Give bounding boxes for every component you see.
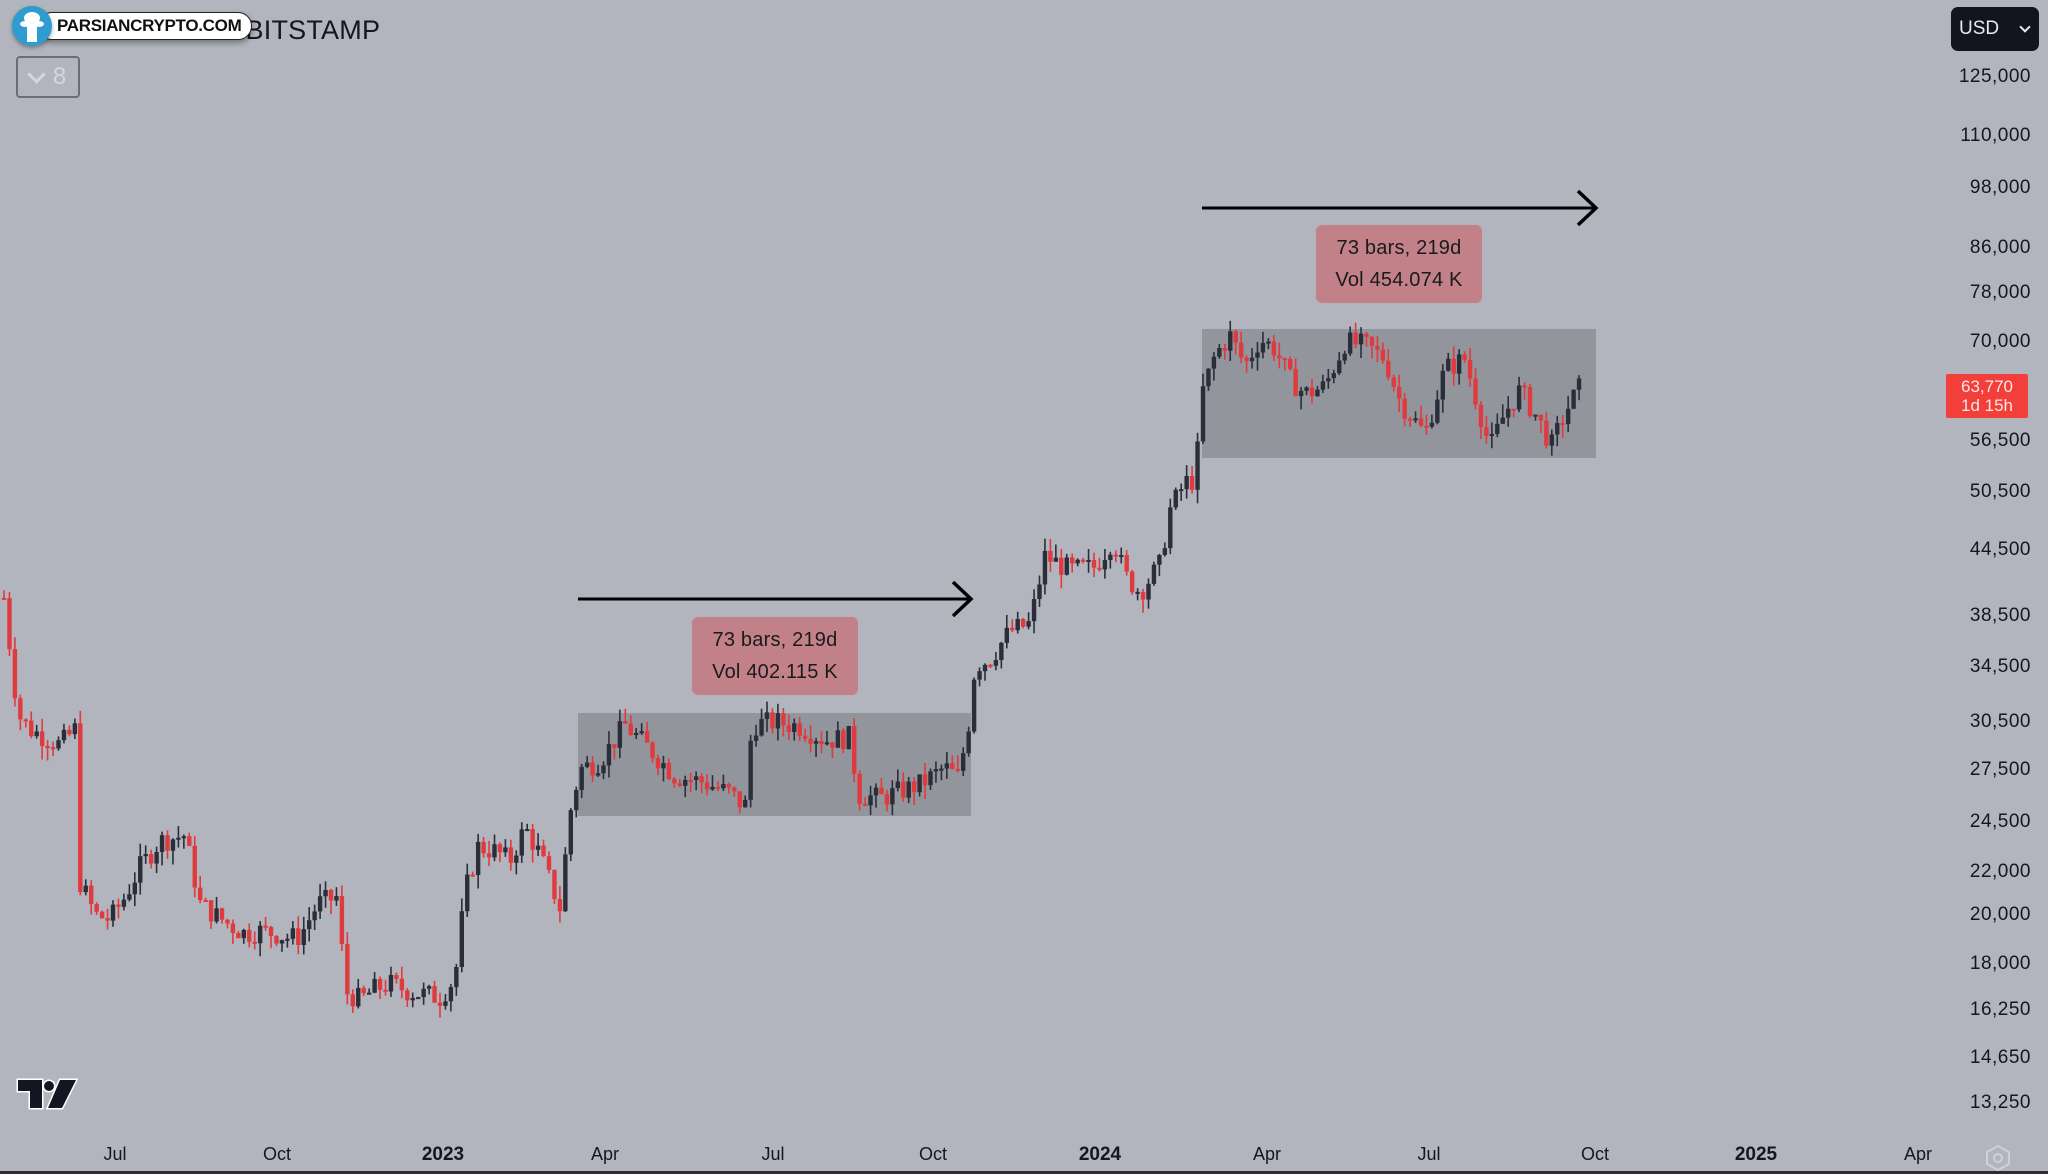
price-tick-label: 27,500: [1969, 759, 2031, 780]
watermark: PARSIANCRYPTO.COM: [12, 6, 253, 46]
price-tick-label: 22,000: [1969, 861, 2031, 882]
range-bars-text: 73 bars, 219d: [1336, 236, 1462, 259]
time-tick-label: Apr: [590, 1144, 620, 1164]
watermark-text: PARSIANCRYPTO.COM: [38, 12, 253, 40]
price-tick-label: 44,500: [1969, 539, 2031, 560]
indicator-count: 8: [52, 63, 67, 90]
exchange-name: BITSTAMP: [245, 14, 381, 45]
candles[interactable]: [1, 320, 1582, 1018]
time-tick-label: 2025: [1734, 1144, 1778, 1165]
bar-countdown: 1d 15h: [1961, 396, 2013, 415]
time-tick-label: Oct: [262, 1144, 292, 1164]
range-volume-text: Vol 454.074 K: [1335, 268, 1463, 291]
time-tick-label: 2023: [421, 1144, 465, 1165]
price-tick-label: 16,250: [1969, 999, 2031, 1020]
price-tick-label: 78,000: [1969, 282, 2031, 303]
price-tick-label: 38,500: [1969, 605, 2031, 626]
price-tick-label: 86,000: [1969, 237, 2031, 258]
time-tick-label: Jul: [103, 1144, 127, 1164]
time-tick-label: Oct: [918, 1144, 948, 1164]
price-tick-label: 50,500: [1969, 481, 2031, 502]
price-tick-label: 70,000: [1969, 331, 2031, 352]
price-tick-label: 56,500: [1969, 430, 2031, 451]
range-bars-text: 73 bars, 219d: [712, 628, 838, 651]
price-tick-label: 14,650: [1969, 1047, 2031, 1068]
time-tick-label: Jul: [761, 1144, 785, 1164]
arrow-head-icon: [951, 580, 974, 618]
price-tick-label: 34,500: [1969, 656, 2031, 677]
time-tick-label: Jul: [1417, 1144, 1441, 1164]
range-label-2[interactable]: 73 bars, 219d Vol 454.074 K: [1316, 225, 1482, 303]
chevron-down-icon: [2019, 21, 2031, 33]
currency-label: USD: [1959, 18, 2000, 39]
hexagon-gear-icon[interactable]: [1984, 1144, 2012, 1172]
time-tick-label: Apr: [1252, 1144, 1282, 1164]
last-price-tag: 63,770 1d 15h: [1946, 374, 2028, 418]
price-tick-label: 13,250: [1969, 1092, 2031, 1113]
chevron-down-icon: [27, 64, 46, 84]
price-tick-label: 20,000: [1969, 904, 2031, 925]
currency-select[interactable]: USD: [1951, 7, 2039, 51]
time-tick-label: 2024: [1078, 1144, 1122, 1165]
indicators-collapse-button[interactable]: 8: [16, 56, 80, 98]
price-tick-label: 30,500: [1969, 711, 2031, 732]
range-volume-text: Vol 402.115 K: [712, 660, 838, 683]
bottom-border: [0, 1171, 2048, 1174]
price-tick-label: 110,000: [1960, 125, 2031, 146]
parsiancrypto-logo-icon: [12, 6, 52, 46]
arrow-head-icon: [1576, 189, 1599, 227]
price-tick-label: 24,500: [1969, 811, 2031, 832]
time-tick-label: Apr: [1903, 1144, 1933, 1164]
price-tick-label: 98,000: [1969, 177, 2031, 198]
time-tick-label: Oct: [1580, 1144, 1610, 1164]
tradingview-logo-icon[interactable]: [16, 1077, 78, 1111]
date-price-range-box[interactable]: [578, 713, 971, 816]
price-tick-label: 125,000: [1958, 66, 2031, 87]
range-label-1[interactable]: 73 bars, 219d Vol 402.115 K: [692, 617, 858, 695]
last-price-value: 63,770: [1961, 377, 2013, 396]
price-tick-label: 18,000: [1969, 953, 2031, 974]
